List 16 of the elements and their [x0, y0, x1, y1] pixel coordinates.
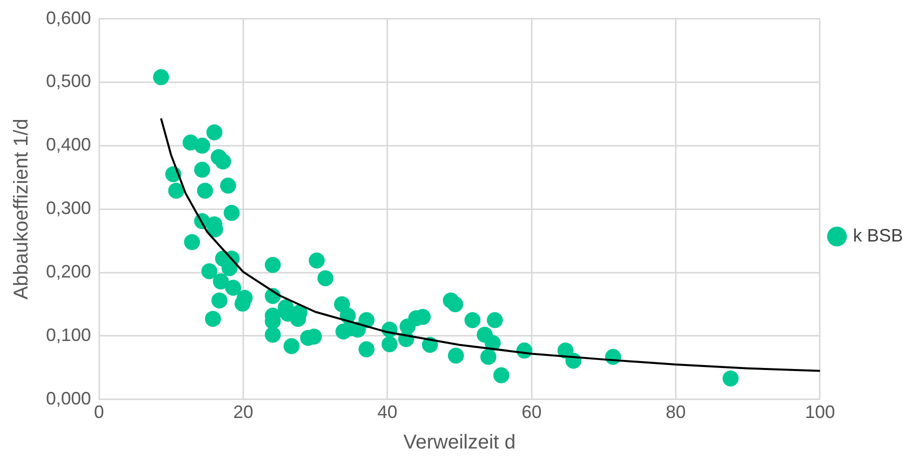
x-tick-label: 20: [233, 402, 254, 422]
x-axis-title: Verweilzeit d: [403, 432, 516, 454]
y-tick-label: 0,100: [46, 324, 92, 345]
y-tick-label: 0,500: [46, 71, 92, 92]
x-tick-label: 0: [94, 402, 104, 422]
x-tick-label: 40: [377, 402, 398, 422]
y-tick-label: 0,300: [46, 198, 92, 218]
x-tick-label: 100: [804, 402, 836, 422]
x-tick-label: 80: [666, 402, 686, 422]
y-tick-label: 0,400: [46, 134, 92, 155]
y-tick-label: 0,000: [46, 388, 92, 408]
legend-label: k BSB: [852, 225, 904, 246]
x-tick-label: 60: [522, 402, 542, 422]
y-axis-title: Abbaukoeffizient 1/d: [10, 118, 33, 300]
y-tick-label: 0,200: [46, 262, 92, 282]
y-tick-label: 0,600: [46, 8, 92, 28]
